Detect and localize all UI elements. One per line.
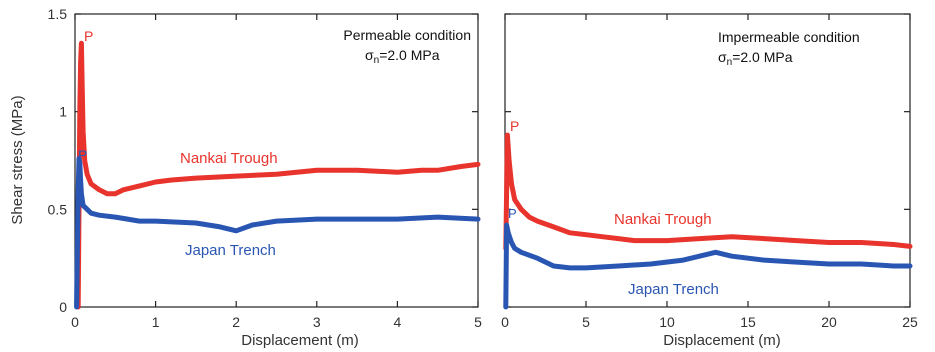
x-tick-label: 0 <box>71 314 79 330</box>
annotation-condition: Permeable condition <box>343 27 471 43</box>
series-line-japan-trench <box>74 156 481 310</box>
series-label-japan: Japan Trench <box>185 242 276 259</box>
series-layer <box>74 40 481 310</box>
x-tick-label: 20 <box>821 314 837 330</box>
normal-stress-value: =2.0 MPa <box>379 47 440 63</box>
x-tick-label: 5 <box>582 314 590 330</box>
peak-label-nankai: P <box>84 28 93 44</box>
x-axis-label: Displacement (m) <box>241 332 359 349</box>
y-tick-label: 1.5 <box>48 6 68 22</box>
y-tick-label: 0 <box>59 299 67 315</box>
series-line-nankai-trough <box>503 132 913 251</box>
x-tick-label: 5 <box>474 314 482 330</box>
y-tick-label: 0.5 <box>48 201 68 217</box>
chart-impermeable: 0 5 10 15 20 25 Displacement (m) Impermeable … <box>501 13 918 349</box>
sigma-subscript: n <box>727 57 733 68</box>
series-line-japan-trench <box>503 222 913 310</box>
x-axis-label: Displacement (m) <box>663 332 781 349</box>
peak-label-japan: P <box>508 206 517 221</box>
series-label-nankai: Nankai Trough <box>180 150 278 167</box>
x-tick-label: 10 <box>659 314 675 330</box>
series-layer <box>503 132 913 310</box>
tick-labels: 0 5 10 15 20 25 <box>501 314 918 330</box>
x-tick-label: 1 <box>152 314 160 330</box>
sigma-symbol: σ <box>718 49 727 65</box>
x-tick-label: 15 <box>740 314 756 330</box>
x-tick-label: 3 <box>313 314 321 330</box>
series-label-nankai: Nankai Trough <box>614 211 712 228</box>
x-tick-label: 25 <box>902 314 918 330</box>
plot-frame <box>74 13 479 308</box>
sigma-symbol: σ <box>365 47 374 63</box>
chart-permeable: 0 1 2 3 4 5 0 0.5 1 1.5 Shear stress (MPa) Displa… <box>9 6 482 349</box>
x-tick-label: 2 <box>232 314 240 330</box>
sigma-subscript: n <box>374 55 380 66</box>
y-tick-label: 1 <box>59 104 67 120</box>
peak-label-japan: P <box>78 147 87 163</box>
annotation-normal-stress: σn=2.0 MPa <box>365 47 440 66</box>
series-line-nankai-trough <box>75 40 481 310</box>
peak-label-nankai: P <box>510 118 519 134</box>
tick-labels: 0 1 2 3 4 5 0 0.5 1 1.5 <box>48 6 483 330</box>
x-tick-label: 0 <box>501 314 509 330</box>
annotation-condition: Impermeable condition <box>718 29 860 45</box>
x-tick-label: 4 <box>394 314 402 330</box>
y-axis-label: Shear stress (MPa) <box>9 95 26 224</box>
series-label-japan: Japan Trench <box>628 281 719 298</box>
normal-stress-value: =2.0 MPa <box>732 49 793 65</box>
annotation-normal-stress: σn=2.0 MPa <box>718 49 793 68</box>
